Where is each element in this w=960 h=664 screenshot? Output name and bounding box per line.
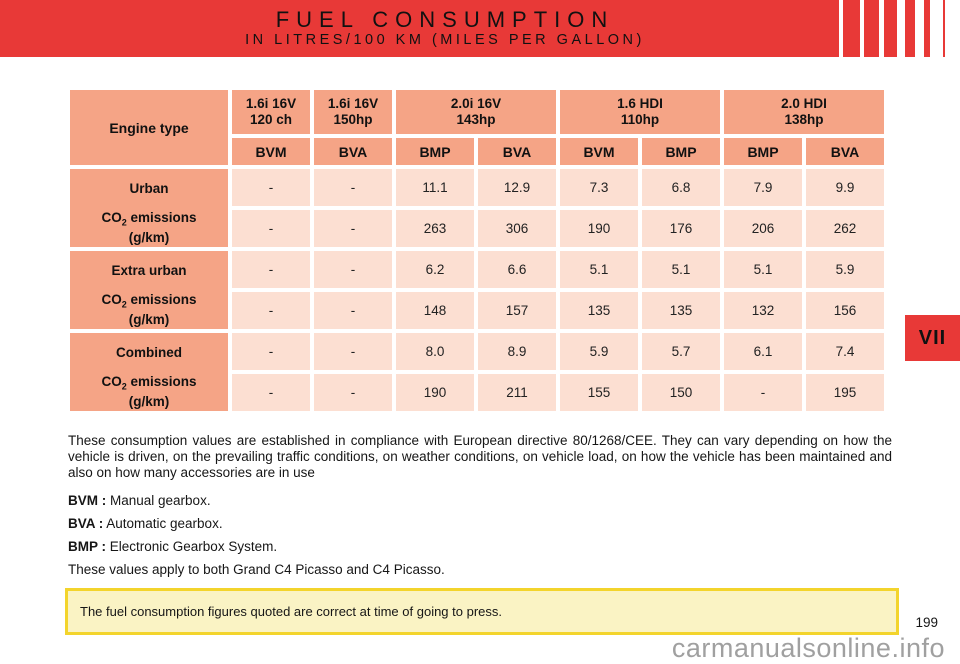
table-cell: - (314, 251, 392, 288)
engine-header: 1.6i 16V 120 ch (232, 90, 310, 134)
engine-header: 1.6 HDI 110hp (560, 90, 720, 134)
engine-type-header: Engine type (70, 90, 228, 165)
banner-stripe (924, 0, 930, 57)
engine-header: 1.6i 16V 150hp (314, 90, 392, 134)
engine-header: 2.0 HDI 138hp (724, 90, 884, 134)
banner-stripe (943, 0, 945, 57)
row-label-combined: Combined CO2 emissions (g/km) (70, 333, 228, 411)
table-cell: - (232, 251, 310, 288)
co2-emissions-label: CO2 emissions (g/km) (101, 291, 197, 328)
table-cell: 8.9 (478, 333, 556, 370)
table-cell: 262 (806, 210, 884, 247)
table-cell: 6.8 (642, 169, 720, 206)
fuel-consumption-table: Engine type 1.6i 16V 120 ch 1.6i 16V 150… (66, 86, 888, 415)
table-cell: 11.1 (396, 169, 474, 206)
table-cell: - (232, 169, 310, 206)
table-cell: 7.3 (560, 169, 638, 206)
table-cell: 6.6 (478, 251, 556, 288)
table-cell: - (724, 374, 802, 411)
table-cell: 6.2 (396, 251, 474, 288)
table-cell: - (232, 292, 310, 329)
co2-emissions-label: CO2 emissions (g/km) (101, 209, 197, 246)
table-cell: 8.0 (396, 333, 474, 370)
table-cell: 135 (642, 292, 720, 329)
table-cell: 206 (724, 210, 802, 247)
page-subtitle: IN LITRES/100 KM (MILES PER GALLON) (245, 32, 645, 48)
applies-note: These values apply to both Grand C4 Pica… (68, 562, 445, 577)
banner-stripe (864, 0, 879, 57)
table-cell: 190 (560, 210, 638, 247)
table-cell: 155 (560, 374, 638, 411)
gearbox-header: BVA (806, 138, 884, 165)
chapter-tab: VII (905, 315, 960, 361)
table-cell: 5.1 (560, 251, 638, 288)
table-cell: 5.1 (642, 251, 720, 288)
table-cell: 150 (642, 374, 720, 411)
table-cell: - (314, 374, 392, 411)
table-cell: - (314, 210, 392, 247)
table-cell: 9.9 (806, 169, 884, 206)
gearbox-legend: BVM : Manual gearbox. BVA : Automatic ge… (68, 492, 892, 584)
gearbox-header: BVA (478, 138, 556, 165)
table-cell: 195 (806, 374, 884, 411)
engine-header: 2.0i 16V 143hp (396, 90, 556, 134)
warning-note-box: The fuel consumption figures quoted are … (65, 588, 899, 635)
row-label-urban: Urban CO2 emissions (g/km) (70, 169, 228, 247)
table-cell: 157 (478, 292, 556, 329)
table-cell: 306 (478, 210, 556, 247)
legend-line-bvm: BVM : Manual gearbox. (68, 493, 211, 508)
table-cell: 156 (806, 292, 884, 329)
table-cell: 176 (642, 210, 720, 247)
banner-stripe (884, 0, 897, 57)
table-cell: 12.9 (478, 169, 556, 206)
table-cell: 7.4 (806, 333, 884, 370)
gearbox-header: BMP (396, 138, 474, 165)
table-cell: - (232, 374, 310, 411)
table-cell: 5.7 (642, 333, 720, 370)
table-cell: 211 (478, 374, 556, 411)
legend-line-bva: BVA : Automatic gearbox. (68, 516, 223, 531)
warning-note-text: The fuel consumption figures quoted are … (80, 604, 503, 619)
gearbox-header: BVM (560, 138, 638, 165)
row-label-extra-urban: Extra urban CO2 emissions (g/km) (70, 251, 228, 329)
table-cell: 135 (560, 292, 638, 329)
co2-emissions-label: CO2 emissions (g/km) (101, 373, 197, 410)
table-cell: 132 (724, 292, 802, 329)
gearbox-header: BVA (314, 138, 392, 165)
banner-stripe (905, 0, 915, 57)
banner-stripe (843, 0, 860, 57)
table-cell: 6.1 (724, 333, 802, 370)
table-cell: 263 (396, 210, 474, 247)
table-cell: 5.9 (560, 333, 638, 370)
table-cell: - (232, 333, 310, 370)
gearbox-header: BVM (232, 138, 310, 165)
watermark: carmanualsonline.info (671, 633, 945, 663)
banner-text: FUEL CONSUMPTION IN LITRES/100 KM (MILES… (0, 0, 890, 57)
gearbox-header: BMP (724, 138, 802, 165)
compliance-paragraph: These consumption values are established… (68, 433, 892, 480)
table-cell: 148 (396, 292, 474, 329)
table-cell: - (314, 169, 392, 206)
table-cell: 5.9 (806, 251, 884, 288)
table-cell: - (314, 333, 392, 370)
table-cell: - (314, 292, 392, 329)
page-number: 199 (915, 615, 938, 630)
table-cell: 5.1 (724, 251, 802, 288)
page-title: FUEL CONSUMPTION (275, 7, 615, 32)
gearbox-header: BMP (642, 138, 720, 165)
table-cell: 190 (396, 374, 474, 411)
table-cell: - (232, 210, 310, 247)
top-red-banner (0, 0, 839, 57)
legend-line-bmp: BMP : Electronic Gearbox System. (68, 539, 278, 554)
table-cell: 7.9 (724, 169, 802, 206)
